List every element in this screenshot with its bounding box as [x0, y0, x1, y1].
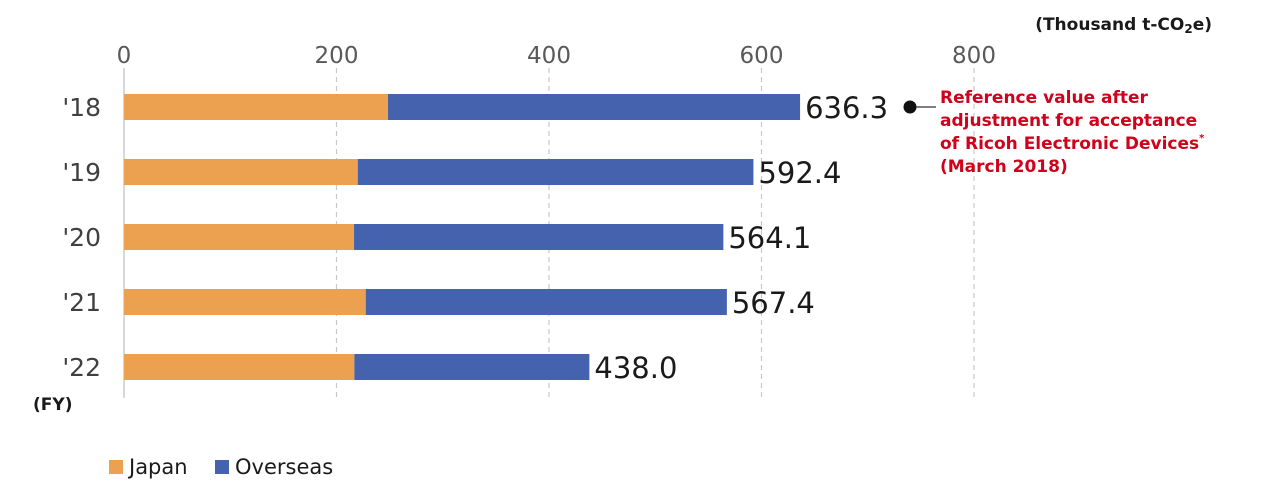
- total-label: 636.3: [805, 91, 888, 125]
- x-tick-label: 400: [527, 43, 571, 69]
- legend: Japan Overseas: [109, 455, 333, 479]
- x-tick-label: 200: [315, 43, 359, 69]
- bar-japan: [124, 159, 358, 185]
- category-label: '22: [62, 353, 101, 382]
- bar-japan: [124, 94, 389, 120]
- total-label: 438.0: [594, 351, 677, 385]
- annotation-line: adjustment for acceptance: [940, 111, 1197, 131]
- legend-swatch-japan: [109, 460, 123, 474]
- bar-japan: [124, 289, 366, 315]
- bar-overseas: [354, 224, 724, 250]
- category-label: '20: [62, 223, 101, 252]
- bar-japan: [124, 224, 355, 250]
- bars: [124, 94, 801, 380]
- bar-japan: [124, 354, 355, 380]
- annotation-line: of Ricoh Electronic Devices*: [940, 133, 1205, 154]
- category-label: '19: [62, 158, 101, 187]
- x-tick-label: 800: [952, 43, 996, 69]
- category-label: '18: [62, 93, 101, 122]
- legend-label-overseas: Overseas: [235, 455, 333, 479]
- reference-dot: [903, 100, 917, 114]
- unit-label: (Thousand t-CO2e): [1035, 15, 1212, 36]
- category-label: '21: [62, 288, 101, 317]
- total-label: 592.4: [758, 156, 841, 190]
- bar-overseas: [357, 159, 754, 185]
- fy-axis-label: (FY): [33, 395, 72, 415]
- x-tick-label: 0: [117, 43, 132, 69]
- footnote-mark: *: [1199, 133, 1205, 144]
- reference-annotation: Reference value after adjustment for acce…: [903, 88, 1205, 177]
- legend-swatch-overseas: [215, 460, 229, 474]
- bar-overseas: [365, 289, 727, 315]
- annotation-line: (March 2018): [940, 157, 1068, 177]
- total-labels: 636.3 592.4 564.1 567.4 438.0: [594, 91, 888, 385]
- total-label: 564.1: [728, 221, 811, 255]
- x-tick-labels: 0 200 400 600 800: [117, 43, 996, 69]
- bar-overseas: [388, 94, 801, 120]
- annotation-line: Reference value after: [940, 88, 1149, 108]
- category-labels: '18 '19 '20 '21 '22: [62, 93, 101, 382]
- x-tick-label: 600: [740, 43, 784, 69]
- total-label: 567.4: [732, 286, 815, 320]
- bar-overseas: [354, 354, 590, 380]
- legend-label-japan: Japan: [127, 455, 188, 479]
